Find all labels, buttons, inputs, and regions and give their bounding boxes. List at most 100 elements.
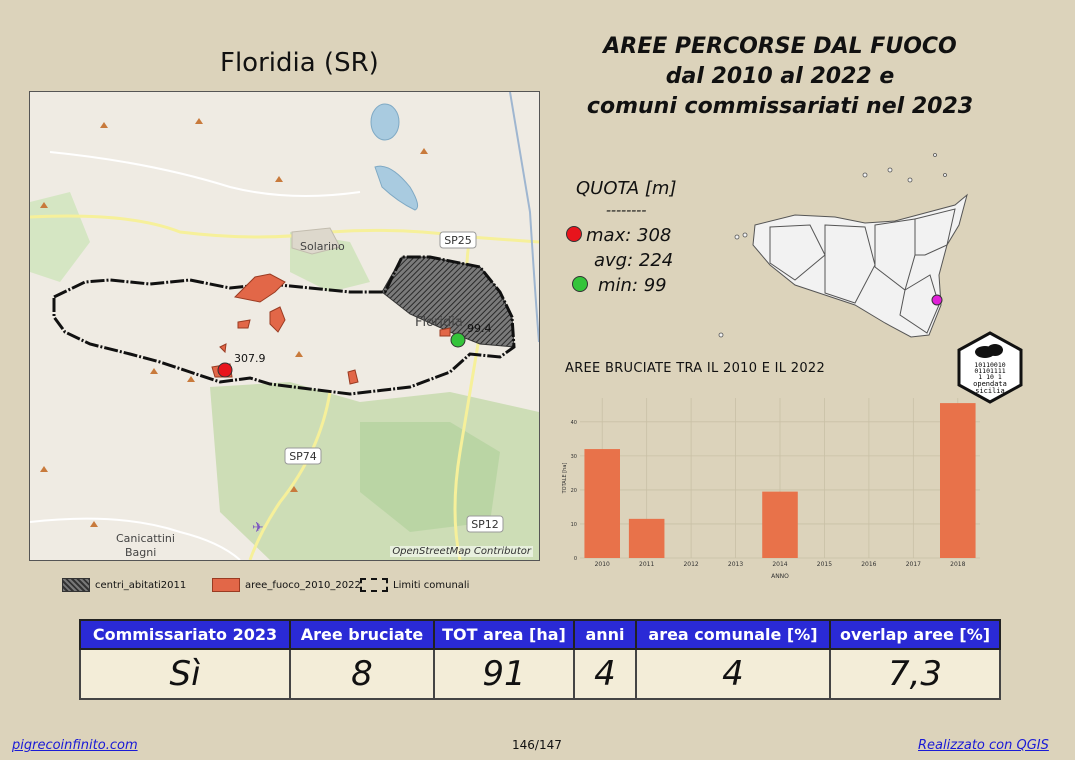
x-tick-label: 2017: [906, 561, 921, 568]
burned-area: [347, 369, 359, 385]
island: [734, 234, 740, 240]
bar-chart: 2010 2011 2012 2013 2014 2015 2016 2017 2018 0 10…: [562, 398, 980, 580]
footer-qgis-link[interactable]: Realizzato con QGIS: [918, 738, 1049, 753]
main-title-line3: comuni commissariati nel 2023: [586, 94, 974, 119]
table-cell: 8: [289, 648, 435, 700]
sicily-locator-map: [718, 153, 968, 338]
table-header-row: Commissariato 2023 Aree bruciate TOT are…: [79, 619, 1001, 650]
svg-text:SP74: SP74: [289, 450, 317, 463]
table-cell: 91: [433, 648, 575, 700]
road-shield-sp74: SP74: [284, 447, 322, 465]
quota-max: max: 308: [566, 225, 706, 250]
road: [49, 151, 361, 197]
legend-aree: aree_fuoco_2010_2022: [212, 578, 361, 592]
table-row: Sì 8 91 4 4 7,3: [79, 648, 1001, 700]
y-axis-label: TOTALE [ha]: [562, 463, 568, 495]
lake: [374, 165, 419, 211]
green-area: [30, 192, 90, 282]
x-tick-label: 2016: [861, 561, 876, 568]
airport-icon: ✈: [252, 520, 264, 536]
peak-icon: [40, 202, 48, 208]
footer-website-link[interactable]: pigrecoinfinito.com: [12, 738, 138, 753]
burned-area: [219, 343, 227, 354]
peak-icon: [295, 351, 303, 357]
min-quota-label: 99.4: [467, 322, 492, 335]
island: [887, 167, 893, 173]
island: [862, 172, 868, 178]
limiti-comunali: [52, 255, 516, 396]
quota-separator: --------: [606, 203, 647, 219]
max-quota-marker[interactable]: [217, 362, 233, 378]
opendata-sicilia-logo: 10110010 01101111 1 10 1 opendata sicili…: [957, 331, 1023, 404]
x-tick-label: 2012: [683, 561, 698, 568]
chart-bar: [762, 491, 798, 558]
peak-icon: [150, 368, 158, 374]
green-dot-icon: [572, 276, 588, 292]
peak-icon: [195, 118, 203, 124]
stats-table: Commissariato 2023 Aree bruciate TOT are…: [79, 619, 1001, 700]
province-border: [769, 224, 826, 281]
island: [907, 177, 913, 183]
svg-text:opendata: opendata: [973, 380, 1007, 388]
peak-icon: [90, 521, 98, 527]
place-label-solarino: Solarino: [300, 240, 345, 253]
svg-text:10110010: 10110010: [974, 361, 1005, 369]
legend-limiti: Limiti comunali: [360, 578, 469, 592]
road: [30, 517, 241, 560]
road-shield-sp12: SP12: [466, 515, 504, 533]
road: [30, 214, 539, 244]
chart-title: AREE BRUCIATE TRA IL 2010 E IL 2022: [565, 361, 826, 376]
table-header: anni: [573, 619, 637, 650]
x-tick-label: 2014: [772, 561, 787, 568]
chart-bar: [940, 403, 976, 558]
chart-bar: [628, 518, 665, 558]
y-tick-label: 20: [571, 488, 577, 494]
table-header: Aree bruciate: [289, 619, 435, 650]
province-border: [824, 224, 876, 304]
field-area: [360, 422, 500, 532]
peak-icon: [275, 176, 283, 182]
hatch-swatch: [62, 578, 90, 592]
sicily-island: [752, 193, 968, 338]
page-number: 146/147: [512, 738, 562, 752]
river: [509, 92, 539, 343]
chart-bar: [584, 449, 620, 558]
max-quota-label: 307.9: [234, 352, 266, 365]
table-cell: Sì: [79, 648, 291, 700]
island: [742, 232, 748, 238]
legend-label: Limiti comunali: [393, 579, 470, 591]
burned-area: [237, 319, 251, 329]
road-shield-sp25: SP25: [439, 231, 477, 249]
map-panel[interactable]: SP25 SP74 SP12 Solarino Floridia Canicat…: [29, 91, 540, 561]
island: [718, 332, 724, 338]
legend-label: aree_fuoco_2010_2022: [245, 579, 361, 591]
location-marker: [931, 294, 943, 306]
y-tick-label: 30: [571, 454, 577, 460]
built-area: [291, 227, 341, 255]
quota-box: QUOTA [m] -------- max: 308 avg: 224 min…: [566, 178, 706, 300]
x-tick-label: 2018: [950, 561, 965, 568]
table-header: overlap aree [%]: [829, 619, 1001, 650]
quota-min: min: 99: [566, 275, 706, 300]
table-cell: 7,3: [829, 648, 1001, 700]
province-border: [874, 218, 916, 291]
lake: [370, 103, 400, 141]
peak-icon: [100, 122, 108, 128]
burned-area: [439, 327, 451, 337]
legend-centri: centri_abitati2011: [62, 578, 186, 592]
x-tick-label: 2011: [639, 561, 654, 568]
burned-area: [269, 306, 286, 333]
min-quota-marker[interactable]: [450, 332, 466, 348]
main-title-line2: dal 2010 al 2022 e: [665, 64, 895, 89]
y-tick-label: 10: [571, 522, 577, 528]
map-title: Floridia (SR): [220, 48, 379, 78]
x-axis-label: ANNO: [771, 573, 789, 580]
svg-text:SP25: SP25: [444, 234, 472, 247]
legend-label: centri_abitati2011: [95, 579, 187, 591]
x-tick-label: 2015: [817, 561, 832, 568]
island: [933, 153, 937, 157]
map-canvas: SP25 SP74 SP12 Solarino Floridia Canicat…: [30, 92, 539, 560]
place-label-canicattini: Canicattini Bagni: [116, 532, 175, 559]
quota-avg: avg: 224: [594, 250, 674, 271]
dashed-swatch: [360, 578, 388, 592]
